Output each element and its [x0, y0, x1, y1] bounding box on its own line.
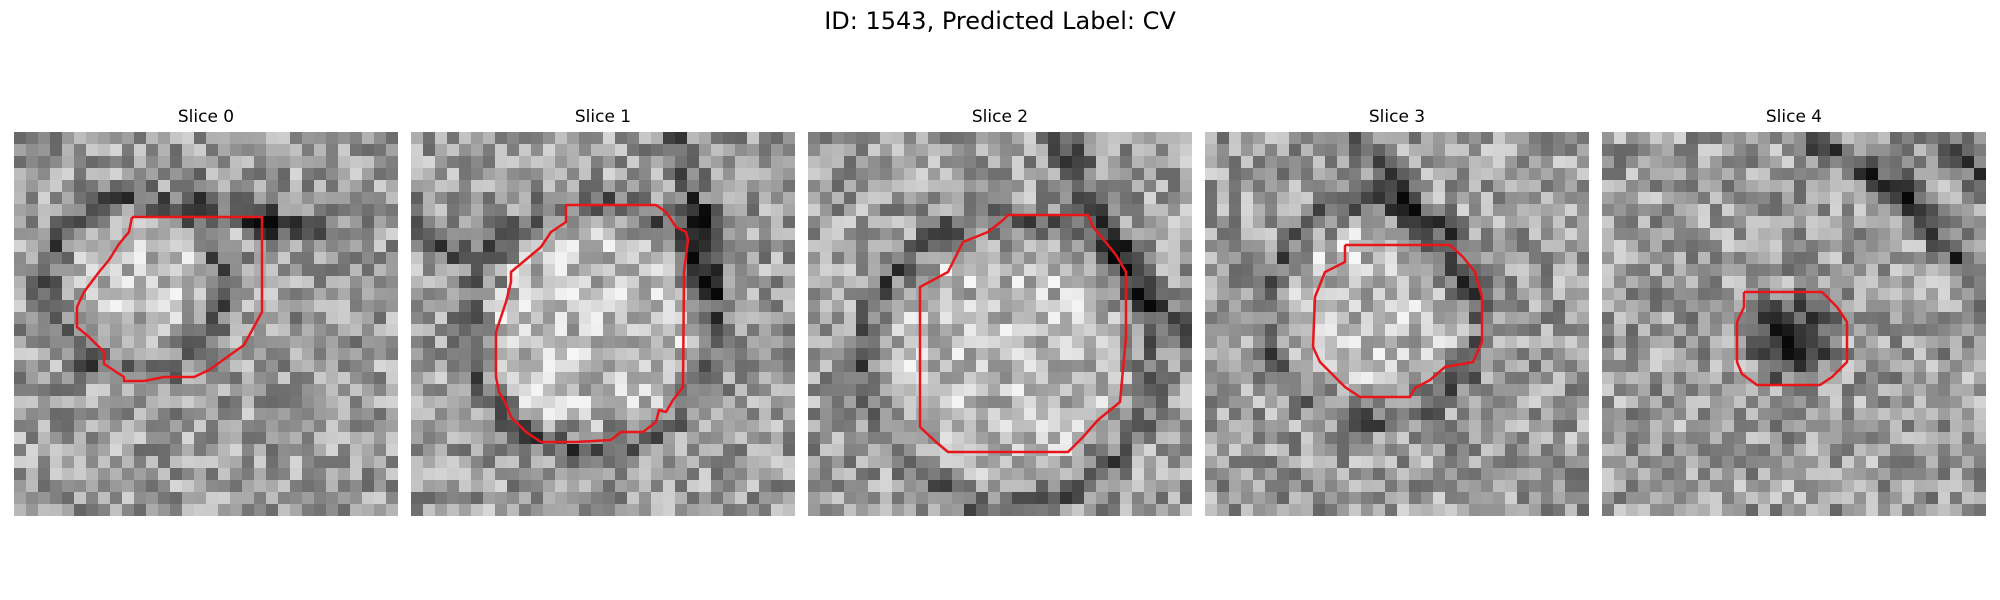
slice-title: Slice 4	[1765, 107, 1823, 127]
noise-pixels	[411, 132, 795, 516]
slice-panel-1: Slice 1	[411, 106, 795, 516]
segmentation-contour	[1735, 290, 1849, 387]
segmentation-contour	[1311, 243, 1484, 399]
slice-title: Slice 1	[574, 107, 632, 127]
slice-image	[808, 132, 1192, 516]
slice-panel-3: Slice 3	[1205, 106, 1589, 516]
slice-panel-2: Slice 2	[808, 106, 1192, 516]
figure-title: ID: 1543, Predicted Label: CV	[824, 7, 1176, 35]
slice-title: Slice 2	[971, 107, 1029, 127]
slice-panel-0: Slice 0	[14, 106, 398, 516]
slice-image	[411, 132, 795, 516]
slice-image	[1602, 132, 1986, 516]
slice-image	[14, 132, 398, 516]
noise-pixels	[808, 132, 1192, 516]
slice-title: Slice 3	[1368, 107, 1426, 127]
slice-panel-4: Slice 4	[1602, 106, 1986, 516]
segmentation-contour	[918, 213, 1128, 454]
slice-image	[1205, 132, 1589, 516]
noise-pixels	[1602, 132, 1986, 516]
noise-pixels	[1205, 132, 1589, 516]
noise-pixels	[14, 132, 398, 516]
slice-title: Slice 0	[177, 107, 235, 127]
segmentation-contour	[494, 203, 690, 444]
segmentation-contour	[75, 215, 264, 383]
